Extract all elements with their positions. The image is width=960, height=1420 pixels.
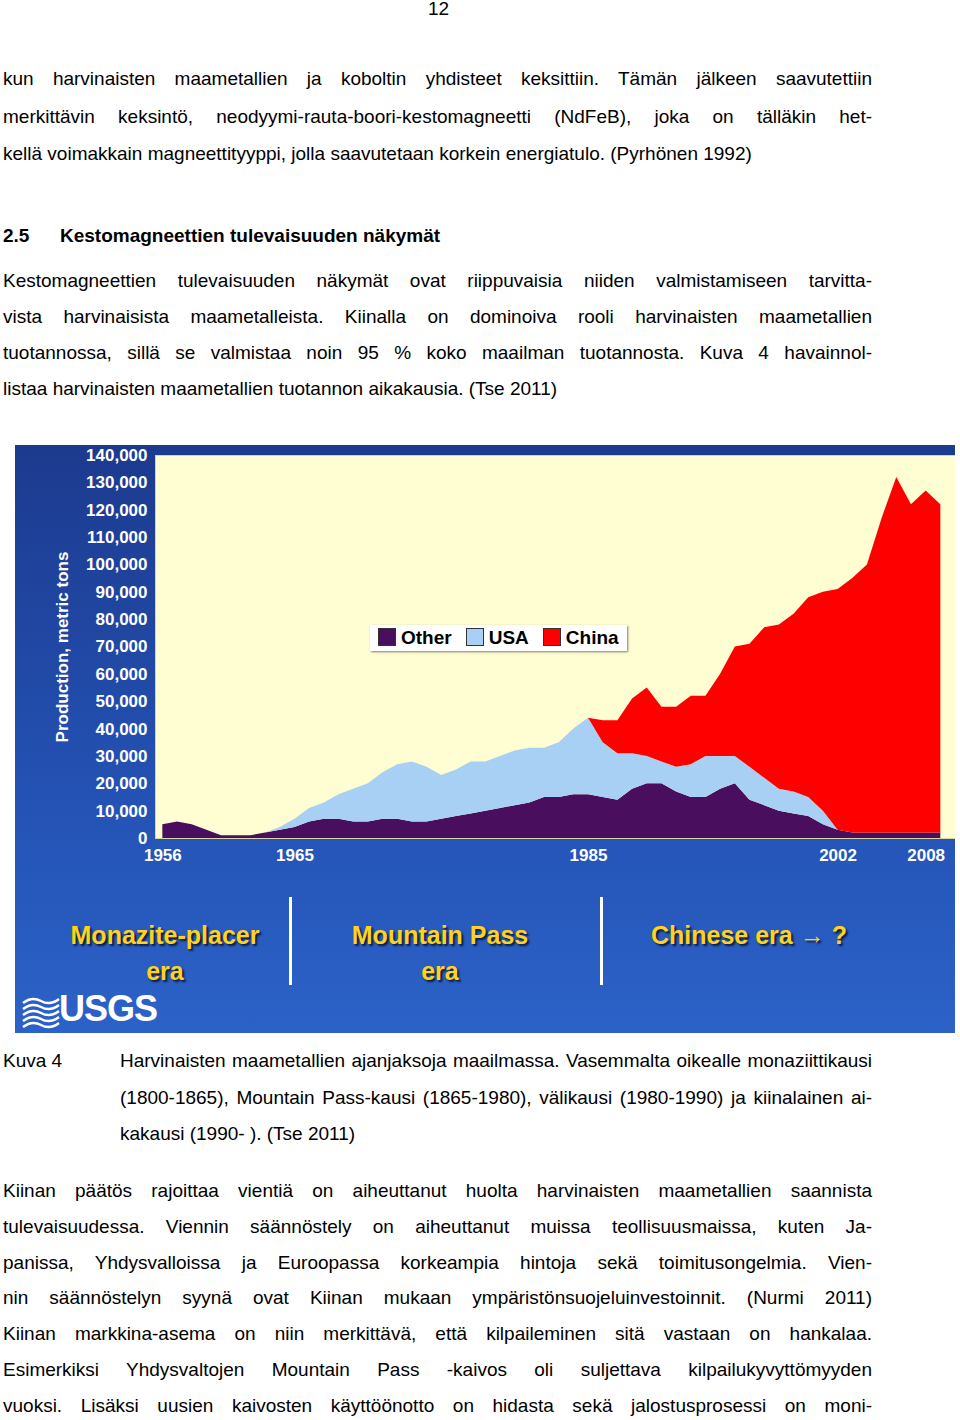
html-text:Chinese era → ?: Chinese era → ? (651, 921, 847, 949)
svg-text:2008: 2008 (907, 846, 945, 865)
svg-text:110,000: 110,000 (87, 528, 148, 547)
html-text:kellä voimakkain magneettityyp: kellä voimakkain magneettityyppi, jolla … (3, 143, 752, 164)
html-text:China: China (565, 627, 619, 648)
html-text:listaa harvinaisten maametalli: listaa harvinaisten maametallien tuotann… (3, 378, 558, 399)
svg-text:70,000: 70,000 (96, 637, 148, 656)
html-text:USGS: USGS (59, 988, 157, 1029)
html-text:Kestomagneettien tulevaisuuden: Kestomagneettien tulevaisuuden näkymät (60, 225, 441, 246)
html-text:panissa, Yhdysvalloissa ja Eur: panissa, Yhdysvalloissa ja Euroopassa ko… (3, 1251, 872, 1273)
svg-text:1985: 1985 (570, 846, 608, 865)
svg-text:90,000: 90,000 (96, 583, 148, 602)
svg-text:1965: 1965 (276, 846, 314, 865)
html-text:Esimerkiksi Yhdysvaltojen Moun: Esimerkiksi Yhdysvaltojen Mountain Pass … (3, 1359, 872, 1380)
html-text:Kestomagneettien tulevaisuuden: Kestomagneettien tulevaisuuden näkymät o… (3, 270, 872, 291)
html-text:tuotannossa, sillä se valmista: tuotannossa, sillä se valmistaa noin 95 … (3, 342, 872, 363)
svg-text:40,000: 40,000 (96, 720, 148, 739)
svg-text:140,000: 140,000 (86, 446, 147, 465)
svg-text:130,000: 130,000 (86, 473, 147, 492)
html-text:vuoksi. Lisäksi uusien kaivost: vuoksi. Lisäksi uusien kaivosten käyttöö… (3, 1394, 872, 1416)
svg-text:1956: 1956 (144, 846, 182, 865)
html-text:merkittävin keksintö, neodyymi: merkittävin keksintö, neodyymi-rauta-boo… (3, 105, 872, 127)
html-text:(1800-1865), Mountain Pass-kau: (1800-1865), Mountain Pass-kausi (1865-1… (120, 1086, 872, 1108)
html-text:Kiinan markkina-asema on niin: Kiinan markkina-asema on niin merkittävä… (3, 1323, 872, 1345)
svg-text:0: 0 (138, 828, 148, 848)
html-text:Mountain Pass: Mountain Pass (351, 921, 529, 949)
html-text:Kuva 4: Kuva 4 (3, 1050, 63, 1071)
html-text:Harvinaisten maametallien ajan: Harvinaisten maametallien ajanjaksoja ma… (120, 1050, 872, 1071)
html-text:Kiinan päätös rajoittaa vienti: Kiinan päätös rajoittaa vientiä on aiheu… (3, 1180, 872, 1201)
html-text:kun harvinaisten maametallien: kun harvinaisten maametallien ja kobolti… (3, 68, 872, 89)
svg-text:80,000: 80,000 (96, 610, 148, 629)
svg-text:10,000: 10,000 (96, 802, 148, 821)
html-text:2.5: 2.5 (3, 225, 30, 246)
svg-text:50,000: 50,000 (96, 692, 148, 711)
html-text:tulevaisuudessa. Viennin säänn: tulevaisuudessa. Viennin säännöstely on … (3, 1215, 872, 1237)
html-text:nin säännöstelyn syynä ovat Ki: nin säännöstelyn syynä ovat Kiinan mukaa… (3, 1287, 872, 1309)
svg-text:20,000: 20,000 (96, 774, 148, 793)
html-text:USA: USA (488, 627, 529, 648)
html-text:era: era (421, 957, 459, 985)
svg-text:Production, metric tons: Production, metric tons (53, 552, 72, 743)
svg-text:100,000: 100,000 (86, 555, 147, 574)
html-text:kakausi (1990- ). (Tse 2011): kakausi (1990- ). (Tse 2011) (120, 1123, 356, 1144)
svg-text:60,000: 60,000 (96, 665, 148, 684)
html-text:Other: Other (401, 627, 452, 648)
svg-text:30,000: 30,000 (96, 747, 148, 766)
svg-text:120,000: 120,000 (86, 501, 147, 520)
svg-text:2002: 2002 (819, 846, 857, 865)
html-text:Monazite-placer: Monazite-placer (70, 921, 260, 949)
html-text:vista harvinaisista maametalle: vista harvinaisista maametalleista. Kiin… (3, 306, 872, 327)
html-text:era: era (146, 957, 184, 985)
